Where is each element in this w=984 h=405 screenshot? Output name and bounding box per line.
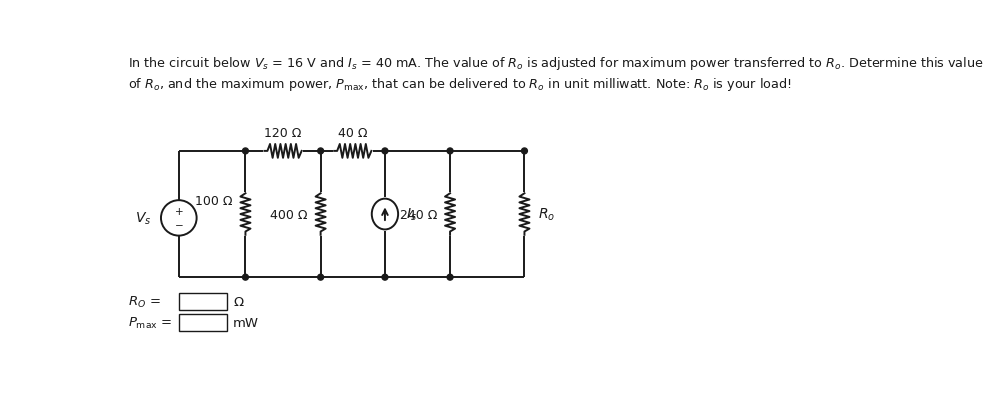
Text: $V_s$: $V_s$: [136, 210, 152, 226]
Circle shape: [242, 275, 248, 280]
Circle shape: [318, 149, 324, 154]
Circle shape: [522, 149, 527, 154]
Text: −: −: [174, 220, 183, 230]
Text: $R_O$ =: $R_O$ =: [128, 294, 160, 309]
Text: In the circuit below $V_s$ = 16 V and $I_s$ = 40 mA. The value of $R_o$ is adjus: In the circuit below $V_s$ = 16 V and $I…: [128, 55, 983, 72]
Text: 240 Ω: 240 Ω: [400, 208, 437, 221]
FancyBboxPatch shape: [179, 294, 227, 311]
Text: 40 Ω: 40 Ω: [338, 126, 368, 139]
Text: $I_s$: $I_s$: [405, 206, 417, 223]
Circle shape: [242, 149, 248, 154]
Text: mW: mW: [233, 316, 259, 329]
FancyBboxPatch shape: [179, 314, 227, 331]
Text: +: +: [174, 207, 183, 217]
Text: $R_o$: $R_o$: [537, 206, 555, 223]
Circle shape: [447, 149, 453, 154]
Text: 100 Ω: 100 Ω: [195, 194, 232, 207]
Text: $P_{\mathrm{max}}$ =: $P_{\mathrm{max}}$ =: [128, 315, 172, 330]
Text: 120 Ω: 120 Ω: [265, 126, 302, 139]
Circle shape: [382, 149, 388, 154]
Circle shape: [318, 275, 324, 280]
Circle shape: [447, 275, 453, 280]
Text: Ω: Ω: [233, 296, 243, 309]
Text: 400 Ω: 400 Ω: [270, 208, 307, 221]
Circle shape: [382, 275, 388, 280]
Text: of $R_o$, and the maximum power, $P_{\mathrm{max}}$, that can be delivered to $R: of $R_o$, and the maximum power, $P_{\ma…: [128, 76, 791, 93]
